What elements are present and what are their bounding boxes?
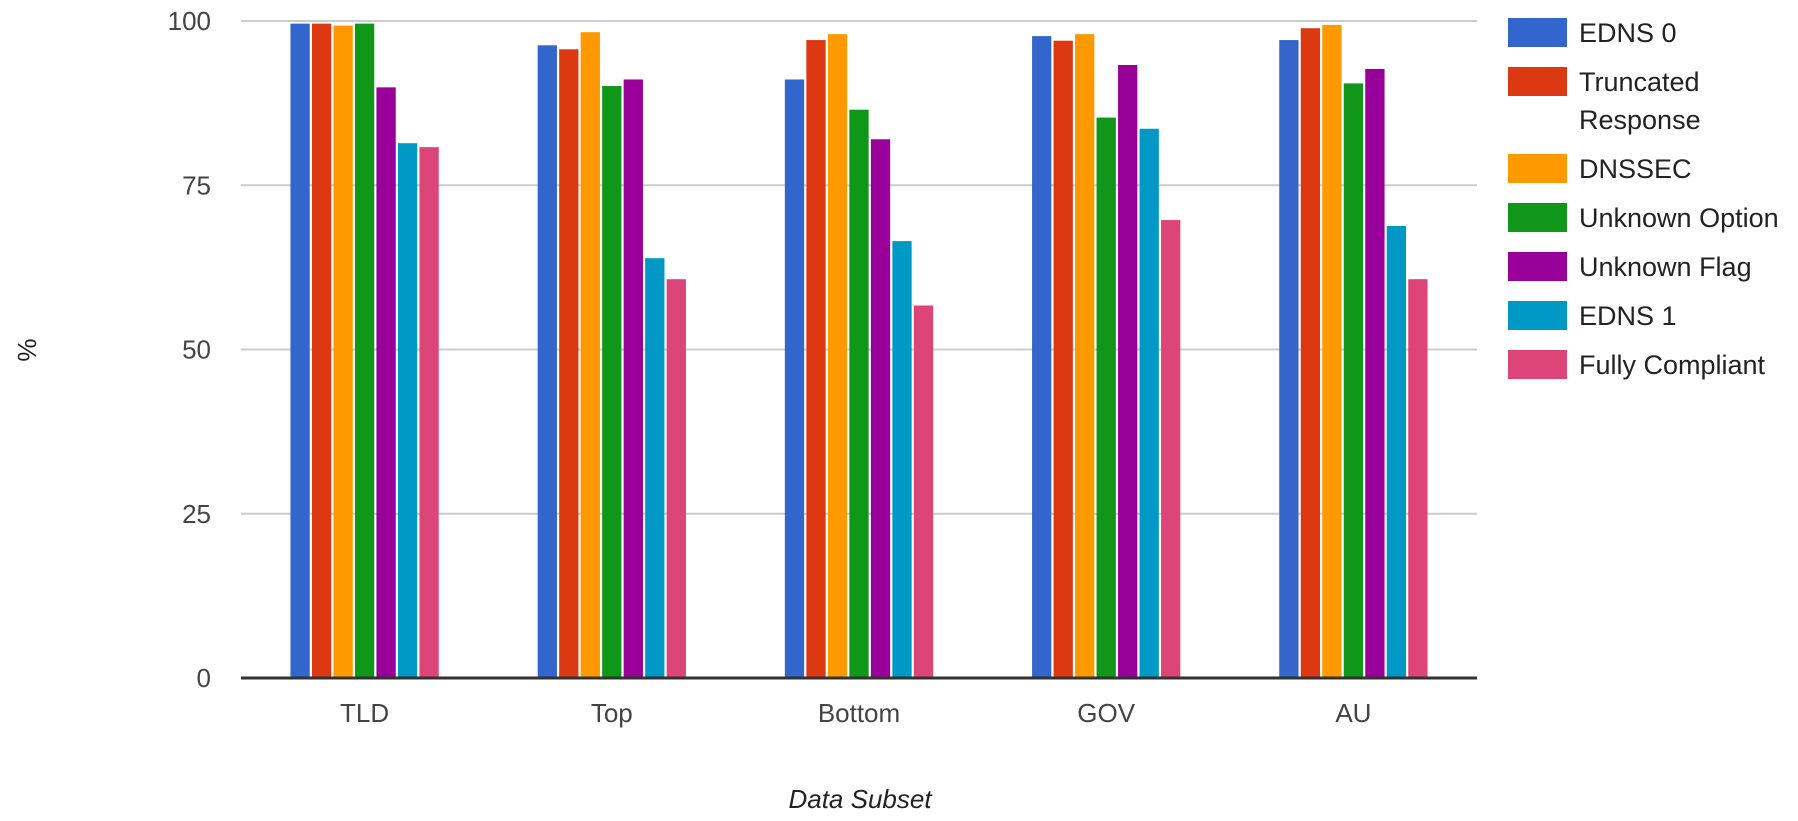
bar-gov-dnssec (1075, 34, 1095, 678)
y-tick-label-100: 100 (168, 6, 211, 36)
bar-gov-fully-compliant (1161, 220, 1181, 679)
bar-top-fully-compliant (666, 279, 686, 678)
bar-bottom-truncated-response (806, 40, 826, 679)
bar-bottom-edns-1 (892, 241, 912, 678)
y-axis-ticks: 0 25 50 75 100 (168, 6, 211, 693)
bar-top-truncated-response (559, 49, 579, 679)
y-tick-label-25: 25 (182, 499, 211, 529)
y-tick-label-0: 0 (197, 663, 211, 693)
x-tick-label-bottom: Bottom (818, 698, 900, 728)
bars (290, 23, 1428, 679)
bar-tld-dnssec (333, 25, 353, 679)
legend-label-fully-compliant: Fully Compliant (1579, 350, 1766, 380)
legend-swatch-edns-0 (1508, 18, 1567, 47)
bar-tld-unknown-option (354, 23, 375, 679)
bar-gov-edns-1 (1139, 128, 1159, 679)
x-tick-label-gov: GOV (1077, 698, 1135, 728)
bar-au-fully-compliant (1408, 279, 1428, 678)
bar-au-truncated-response (1300, 28, 1321, 679)
bar-gov-unknown-flag (1118, 65, 1138, 679)
bar-au-unknown-flag (1365, 68, 1385, 678)
bar-top-unknown-flag (623, 79, 643, 678)
bar-gov-unknown-option (1096, 117, 1116, 679)
legend-swatch-truncated-response (1508, 67, 1567, 96)
bar-gov-edns-0 (1032, 36, 1052, 678)
y-axis-title: % (12, 338, 42, 361)
bar-top-edns-0 (537, 45, 557, 678)
legend-label-unknown-flag: Unknown Flag (1579, 252, 1752, 282)
bar-top-edns-1 (645, 258, 665, 678)
x-axis-ticks: TLD Top Bottom GOV AU (340, 698, 1371, 728)
legend-swatch-dnssec (1508, 154, 1567, 183)
bar-tld-truncated-response (311, 23, 332, 679)
bar-tld-edns-1 (397, 143, 418, 678)
bar-bottom-edns-0 (784, 79, 805, 678)
legend-label-edns-0: EDNS 0 (1579, 18, 1677, 48)
legend-label-unknown-option: Unknown Option (1579, 203, 1779, 233)
legend-swatch-unknown-flag (1508, 252, 1567, 281)
bar-tld-fully-compliant (419, 147, 439, 679)
y-tick-label-75: 75 (182, 170, 211, 200)
bar-bottom-fully-compliant (913, 305, 934, 678)
bar-au-edns-0 (1279, 40, 1299, 679)
bar-au-edns-1 (1386, 225, 1407, 678)
bar-bottom-unknown-flag (870, 139, 891, 678)
x-axis-title: Data Subset (788, 784, 933, 814)
legend-swatch-edns-1 (1508, 301, 1567, 330)
bar-tld-edns-0 (290, 23, 310, 679)
legend-label-dnssec: DNSSEC (1579, 154, 1692, 184)
bar-top-unknown-option (602, 86, 622, 679)
bar-top-dnssec (580, 32, 600, 678)
bar-gov-truncated-response (1053, 40, 1073, 678)
bar-au-dnssec (1322, 24, 1342, 678)
y-tick-label-50: 50 (182, 335, 211, 365)
legend-label-truncated-response: Truncated Response (1579, 67, 1701, 135)
legend: EDNS 0 Truncated Response DNSSEC Unknown Opt… (1508, 18, 1779, 380)
legend-label-edns-1: EDNS 1 (1579, 301, 1677, 331)
bar-bottom-unknown-option (849, 109, 869, 678)
x-tick-label-tld: TLD (340, 698, 389, 728)
x-tick-label-au: AU (1335, 698, 1371, 728)
bar-tld-unknown-flag (376, 87, 396, 679)
bar-au-unknown-option (1343, 83, 1364, 679)
legend-swatch-unknown-option (1508, 203, 1567, 232)
bar-bottom-dnssec (827, 34, 848, 678)
legend-swatch-fully-compliant (1508, 350, 1567, 379)
x-tick-label-top: Top (591, 698, 633, 728)
